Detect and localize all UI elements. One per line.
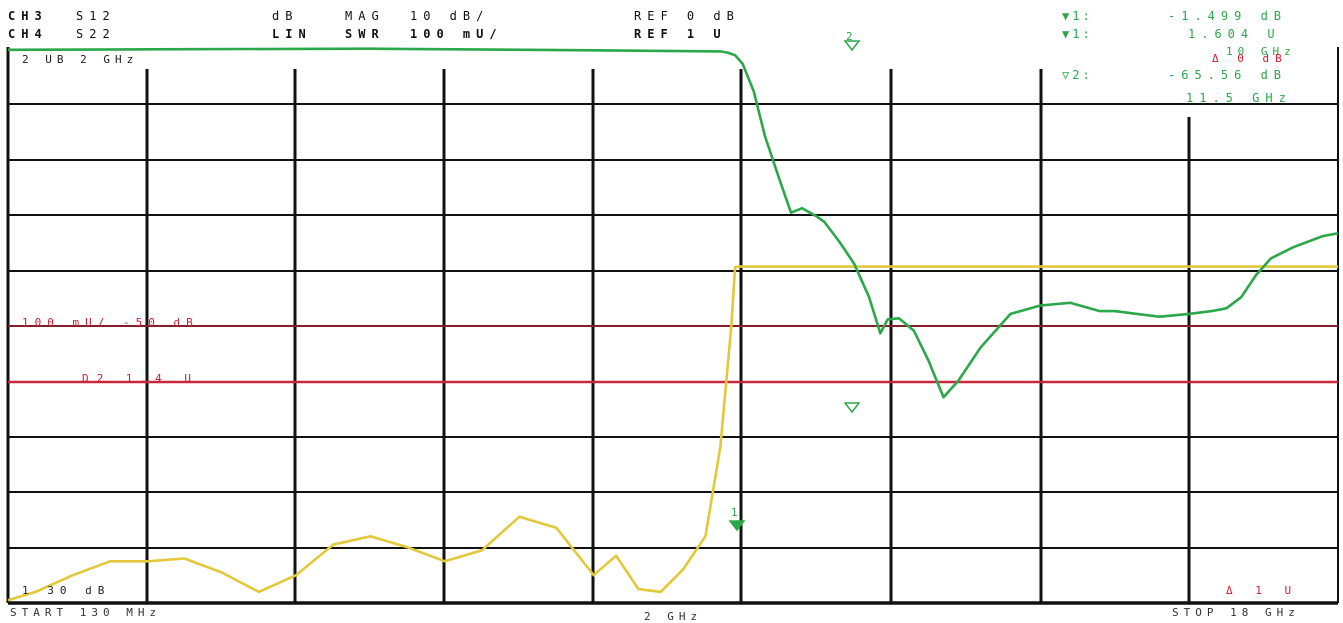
ch3-scale: 10 dB/ [410, 9, 490, 23]
marker-1-frequency: 10 GHz [1226, 45, 1296, 58]
marker-2-frequency: 11.5 GHz [1186, 91, 1292, 105]
delta-bottom-label: Δ 1 U [1226, 584, 1300, 597]
trace-markers [728, 40, 861, 532]
ch4-channel: CH4 [8, 27, 48, 41]
marker-1-ch3-label: ▼1: [1062, 9, 1093, 23]
ch3-param: S12 [76, 9, 116, 23]
x-axis-stop-label: STOP 18 GHz [1172, 606, 1300, 619]
bottom-left-annotation: 1 30 dB [22, 584, 111, 597]
ch4-scale-mode: SWR [345, 27, 385, 41]
ch4-param: S22 [76, 27, 116, 41]
ch4-scale: 100 mU/ [410, 27, 503, 41]
marker-1-ch4-label: ▼1: [1062, 27, 1093, 41]
x-axis-center-label: 2 GHz [644, 610, 703, 623]
top-left-annotation: 2 UB 2 GHz [22, 53, 139, 66]
marker-2-number: 2 [846, 30, 853, 43]
x-axis-start-label: START 130 MHz [10, 606, 162, 619]
delta-zero-label: Δ 0 dB [1212, 52, 1288, 65]
d2-line-label: D2 1.4 U [82, 372, 199, 385]
s22-trace [7, 265, 1338, 602]
marker-2-trace-triangle [843, 402, 861, 414]
ch4-ref: REF 1 U [634, 27, 727, 41]
marker-1-number: 1 [731, 506, 738, 519]
ch4-format: LIN [272, 27, 312, 41]
s12-trace [7, 47, 1339, 399]
marker-1-triangle [728, 520, 746, 532]
marker-2-label: ▽2: [1062, 68, 1093, 82]
marker-1-ch4-value: 1.604 U [1188, 27, 1281, 41]
plot-grid [6, 47, 1339, 605]
ch3-ref: REF 0 dB [634, 9, 740, 23]
marker-2-top-triangle [843, 40, 861, 52]
marker-1-ch3-value: -1.499 dB [1168, 9, 1288, 23]
limit-lines [8, 325, 1338, 384]
ch3-scale-mode: MAG [345, 9, 385, 23]
ch3-channel: CH3 [8, 9, 48, 23]
reference-line-label: 100 mU/ -50 dB [22, 316, 199, 329]
ch3-format: dB [272, 9, 299, 23]
marker-2-value: -65.56 dB [1168, 68, 1288, 82]
